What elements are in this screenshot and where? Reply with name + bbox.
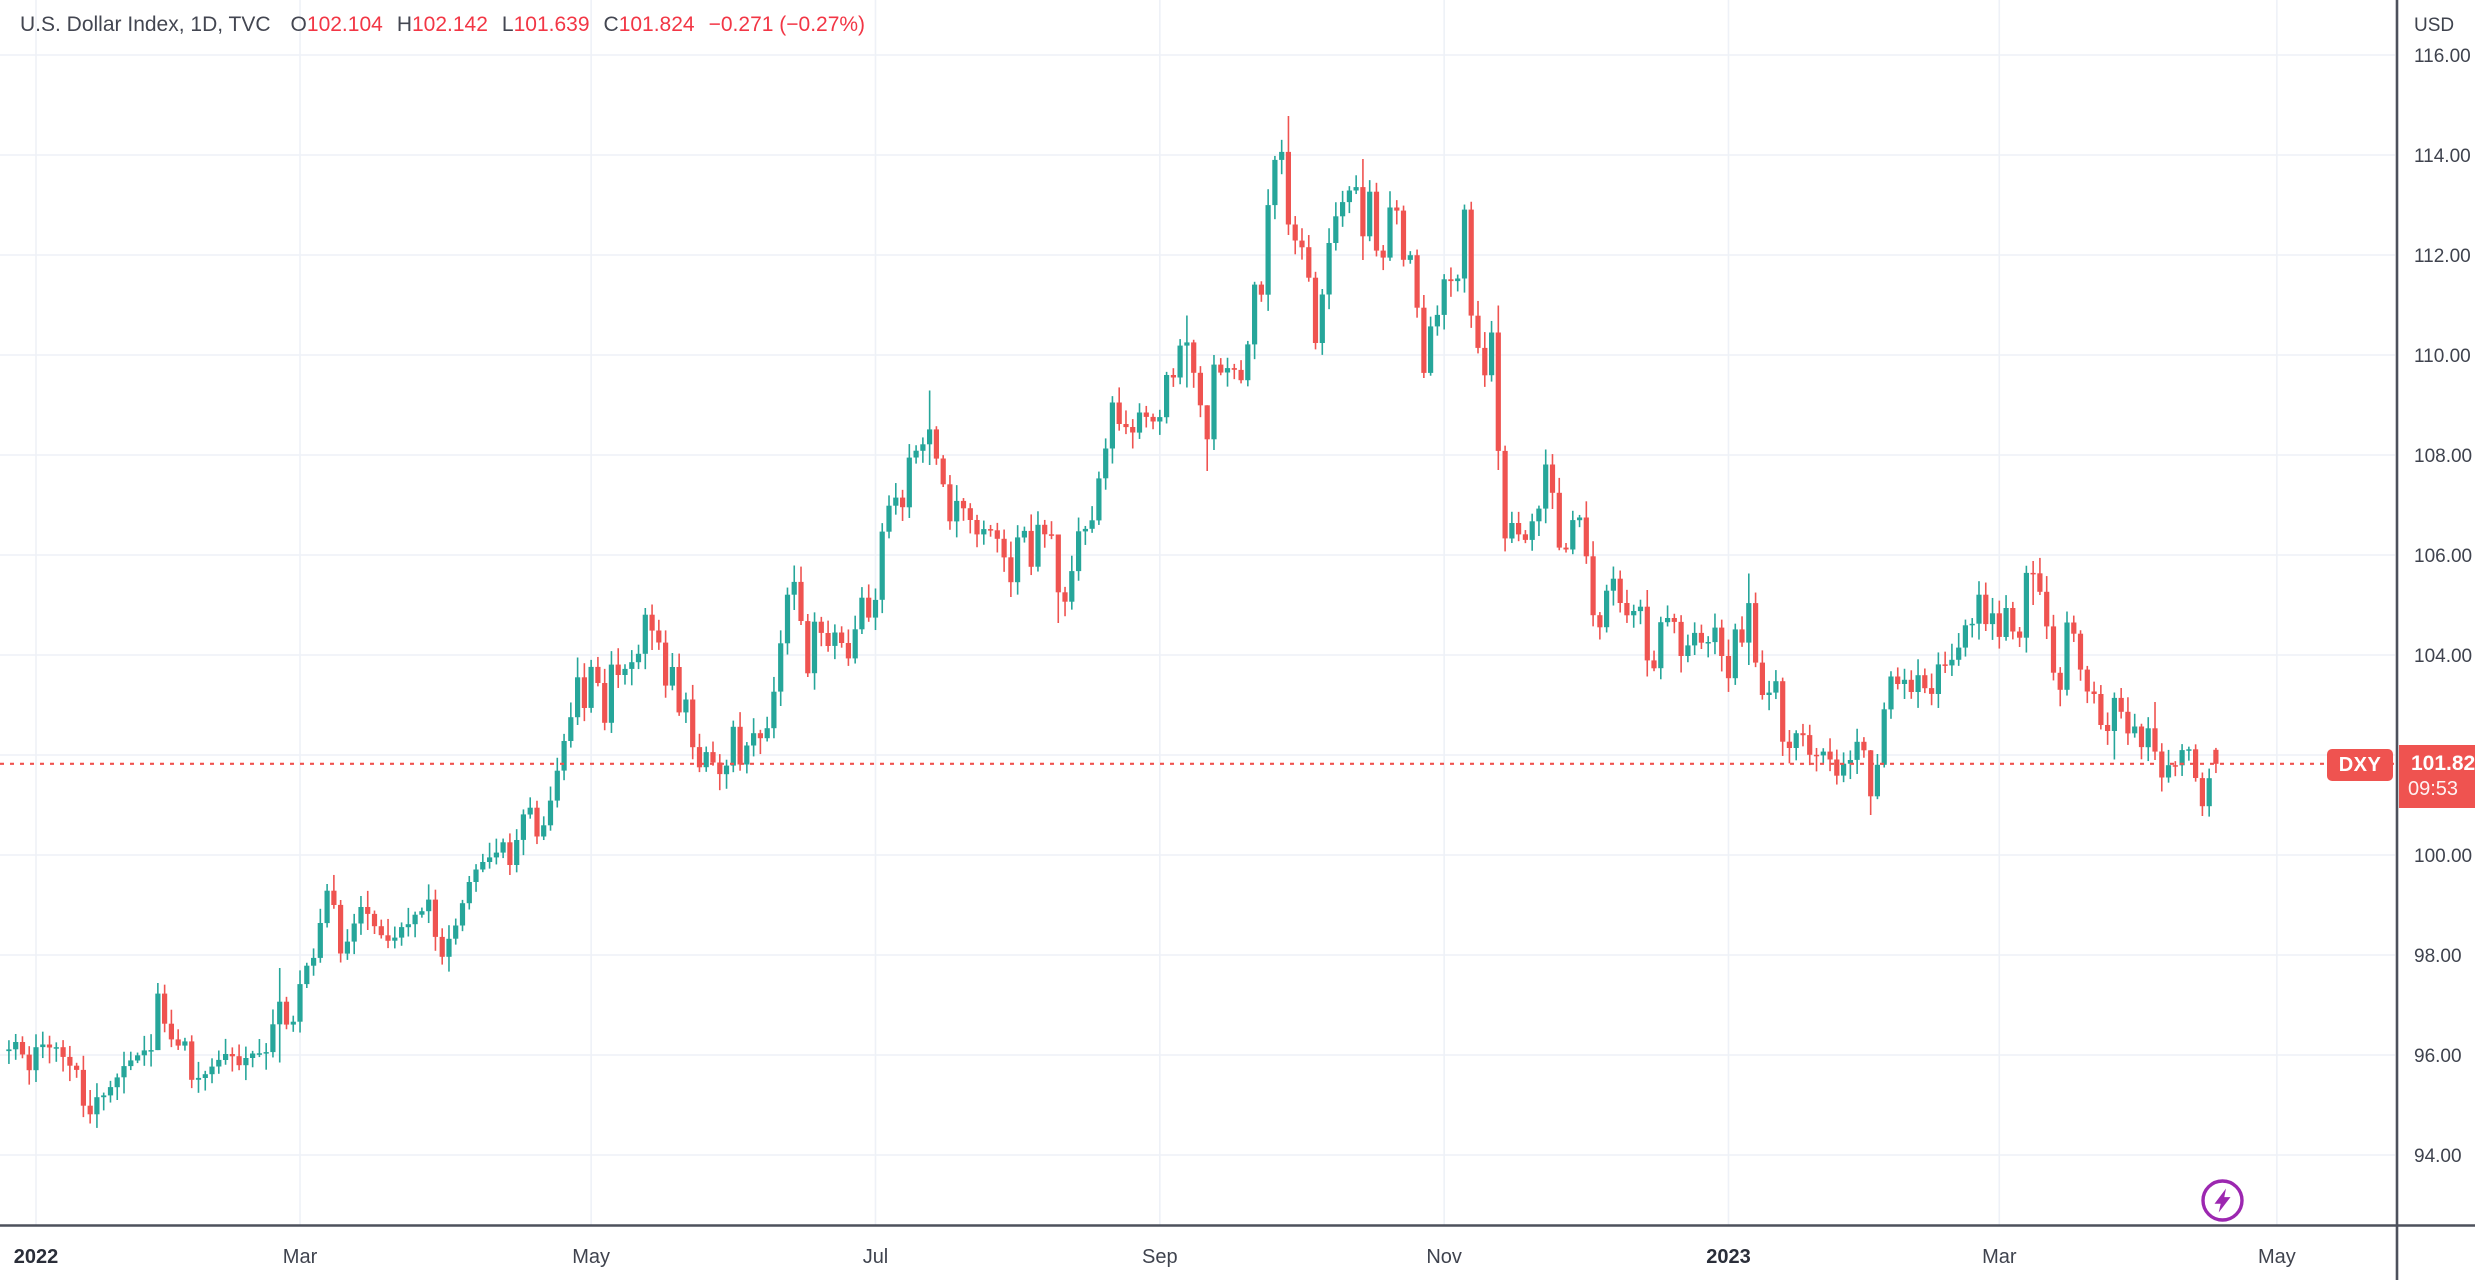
series-price-label: DXY [2327,749,2393,781]
svg-text:2022: 2022 [14,1246,59,1268]
price-axis[interactable]: USD 116.00 114.00 112.00 110.00 108.00 106.00 1… [2414,15,2472,1167]
svg-text:Jul: Jul [863,1246,889,1268]
low-value: 101.639 [513,13,590,36]
svg-text:Sep: Sep [1142,1246,1178,1268]
close-value: 101.824 [618,13,695,36]
svg-text:104.00: 104.00 [2414,646,2472,667]
lightning-icon [2201,1179,2244,1222]
grid-layer [0,0,2395,1226]
svg-text:100.00: 100.00 [2414,846,2472,867]
high-label: H [396,13,412,36]
high-value: 102.142 [411,13,488,36]
svg-text:98.00: 98.00 [2414,946,2462,967]
svg-text:96.00: 96.00 [2414,1046,2462,1067]
close-label: C [603,13,619,36]
svg-text:Mar: Mar [283,1246,318,1268]
svg-text:May: May [572,1246,610,1268]
change-value: −0.271 (−0.27%) [708,13,866,36]
bar-countdown: 09:53 [2408,778,2459,800]
svg-text:110.00: 110.00 [2414,346,2471,367]
svg-text:USD: USD [2414,15,2454,36]
time-axis[interactable]: 2022 Mar May Jul Sep Nov 2023 Mar May [14,1246,2296,1268]
svg-text:94.00: 94.00 [2414,1146,2462,1167]
instant-trading-button[interactable] [2199,1177,2246,1224]
svg-text:Nov: Nov [1426,1246,1462,1268]
symbol-title[interactable]: U.S. Dollar Index, 1D, TVC [20,13,271,36]
axis-price-value: 101.82 [2411,752,2475,775]
open-value: 102.104 [306,13,383,36]
low-label: L [501,13,514,36]
open-label: O [290,13,307,36]
axis-price-tag: 101.82 09:53 [2399,745,2475,808]
svg-text:Mar: Mar [1982,1246,2017,1268]
candles-layer[interactable] [6,116,2219,1128]
svg-text:May: May [2258,1246,2296,1268]
svg-text:2023: 2023 [1706,1246,1751,1268]
svg-text:114.00: 114.00 [2414,146,2471,167]
svg-text:112.00: 112.00 [2414,246,2471,267]
svg-text:116.00: 116.00 [2414,46,2471,67]
symbol-legend: U.S. Dollar Index, 1D, TVC O 102.104 H 1… [20,11,865,39]
svg-text:108.00: 108.00 [2414,446,2472,467]
svg-text:106.00: 106.00 [2414,546,2472,567]
series-ticker: DXY [2338,753,2382,776]
